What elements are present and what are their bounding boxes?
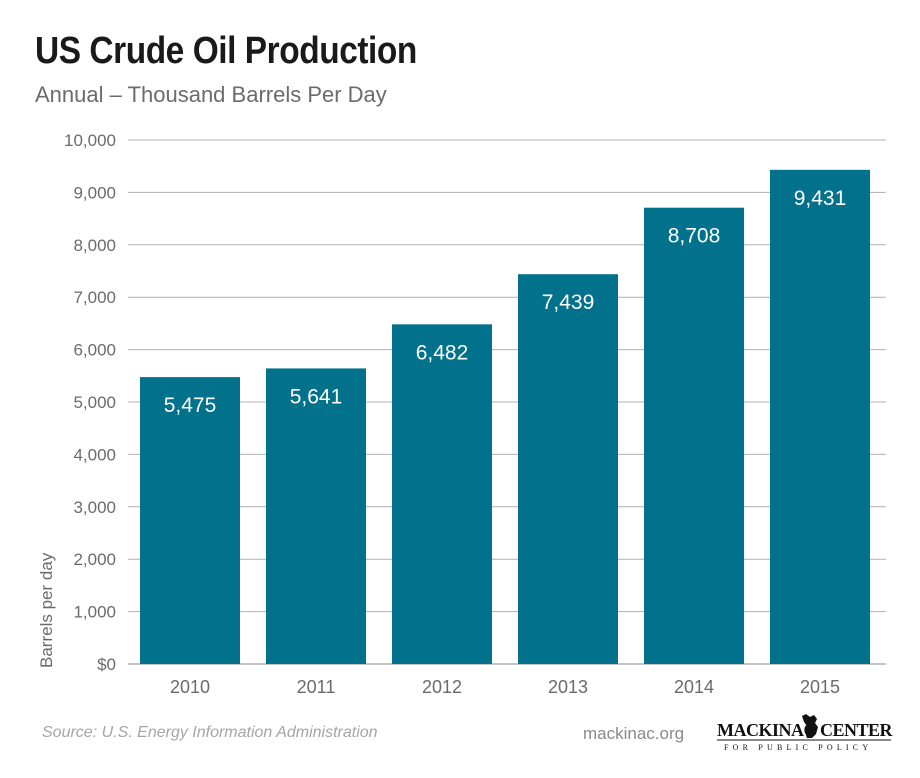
data-label: 5,641 <box>290 385 343 408</box>
x-tick-label: 2014 <box>674 677 714 697</box>
bar-2012 <box>392 324 492 664</box>
site-link[interactable]: mackinac.org <box>583 724 685 743</box>
y-tick-label: 3,000 <box>73 498 116 517</box>
bar-2015 <box>770 169 870 664</box>
data-labels: 5,475 5,641 6,482 7,439 8,708 9,431 <box>164 187 847 417</box>
grid-lines <box>128 139 886 665</box>
data-label: 9,431 <box>794 187 847 210</box>
y-tick-label: 6,000 <box>73 341 116 360</box>
x-tick-label: 2013 <box>548 677 588 697</box>
bar-2014 <box>644 207 744 664</box>
y-tick-label: 10,000 <box>64 131 116 150</box>
y-tick-label: $0 <box>97 655 116 674</box>
x-tick-label: 2012 <box>422 677 462 697</box>
data-label: 7,439 <box>542 291 595 314</box>
y-tick-labels: $0 1,000 2,000 3,000 4,000 5,000 6,000 7,000 8,0… <box>64 131 116 674</box>
x-tick-label: 2015 <box>800 677 840 697</box>
mackinac-center-logo: MACKINAC CENTER FOR PUBLIC POLICY <box>717 714 894 752</box>
x-tick-label: 2010 <box>170 677 210 697</box>
y-tick-label: 7,000 <box>73 288 116 307</box>
y-tick-label: 1,000 <box>73 603 116 622</box>
bar-2013 <box>518 274 618 664</box>
bars <box>140 169 870 664</box>
data-label: 5,475 <box>164 394 217 417</box>
logo-text-main: MACKINAC CENTER <box>717 720 894 740</box>
y-tick-label: 9,000 <box>73 183 116 202</box>
data-label: 8,708 <box>668 225 721 248</box>
y-tick-label: 5,000 <box>73 393 116 412</box>
source-note: Source: U.S. Energy Information Administ… <box>42 724 378 741</box>
y-axis-label: Barrels per day <box>37 552 56 668</box>
data-label: 6,482 <box>416 341 469 364</box>
page-title: US Crude Oil Production <box>35 30 417 72</box>
logo-text-sub: FOR PUBLIC POLICY <box>724 743 872 752</box>
y-tick-label: 4,000 <box>73 445 116 464</box>
michigan-map-icon <box>802 714 818 738</box>
page-subtitle: Annual – Thousand Barrels Per Day <box>35 82 387 107</box>
x-tick-label: 2011 <box>297 677 336 697</box>
y-tick-label: 2,000 <box>73 550 116 569</box>
bar-2010 <box>140 377 240 664</box>
y-tick-label: 8,000 <box>73 236 116 255</box>
bar-2011 <box>266 368 366 664</box>
x-tick-labels: 2010 2011 2012 2013 2014 2015 <box>170 677 840 697</box>
